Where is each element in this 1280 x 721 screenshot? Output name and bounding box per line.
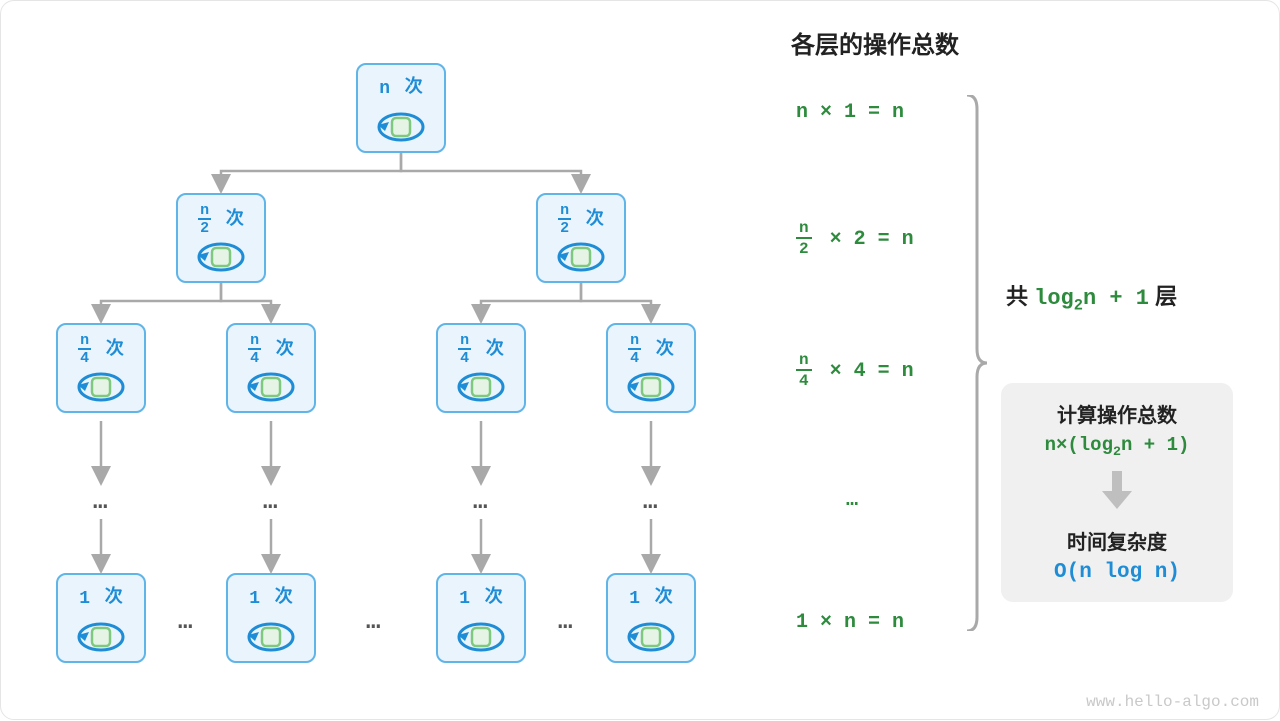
- layer-count-label: 共 log2n + 1 层: [1006, 279, 1177, 314]
- loop-icon: [72, 617, 130, 655]
- watermark: www.hello-algo.com: [1086, 693, 1259, 711]
- loop-icon: [372, 107, 430, 145]
- loop-icon: [622, 617, 680, 655]
- layer-equation: n4 × 4 = n: [796, 351, 914, 390]
- summary-box: 计算操作总数 n×(log2n + 1) 时间复杂度 O(n log n): [1001, 383, 1233, 602]
- node-label: n2 次: [538, 203, 624, 236]
- node-label: n2 次: [178, 203, 264, 236]
- node-label: 1 次: [438, 589, 524, 608]
- layer-equation: n × 1 = n: [796, 101, 904, 124]
- ellipsis: …: [178, 609, 194, 636]
- tree-node: 1 次: [436, 573, 526, 663]
- loop-icon: [242, 617, 300, 655]
- layer-equation: 1 × n = n: [796, 611, 904, 634]
- tree-node: n2 次: [536, 193, 626, 283]
- loop-icon: [242, 367, 300, 405]
- loop-icon: [452, 367, 510, 405]
- loop-icon: [192, 237, 250, 275]
- loop-icon: [552, 237, 610, 275]
- down-arrow-icon: [1100, 469, 1134, 511]
- box-formula-1: n×(log2n + 1): [1019, 434, 1215, 459]
- tree-node: n2 次: [176, 193, 266, 283]
- layer-equation: n2 × 2 = n: [796, 219, 914, 258]
- tree-node: n4 次: [436, 323, 526, 413]
- box-title-2: 时间复杂度: [1019, 526, 1215, 555]
- ellipsis: …: [366, 609, 382, 636]
- diagram-title: 各层的操作总数: [791, 25, 959, 60]
- tree-node: n4 次: [226, 323, 316, 413]
- tree-node: n4 次: [56, 323, 146, 413]
- ellipsis: …: [558, 609, 574, 636]
- node-label: 1 次: [58, 589, 144, 608]
- node-label: 1 次: [608, 589, 694, 608]
- tree-node: 1 次: [226, 573, 316, 663]
- box-title-1: 计算操作总数: [1019, 399, 1215, 428]
- ellipsis: …: [473, 489, 489, 516]
- ellipsis: …: [643, 489, 659, 516]
- ellipsis: …: [93, 489, 109, 516]
- loop-icon: [452, 617, 510, 655]
- node-label: n 次: [358, 79, 444, 98]
- box-formula-2: O(n log n): [1019, 561, 1215, 584]
- loop-icon: [622, 367, 680, 405]
- ellipsis: …: [263, 489, 279, 516]
- node-label: n4 次: [58, 333, 144, 366]
- tree-node: n 次: [356, 63, 446, 153]
- curly-brace: [961, 95, 991, 631]
- node-label: n4 次: [438, 333, 524, 366]
- tree-node: 1 次: [606, 573, 696, 663]
- tree-node: 1 次: [56, 573, 146, 663]
- tree-node: n4 次: [606, 323, 696, 413]
- node-label: n4 次: [228, 333, 314, 366]
- layer-equation: …: [846, 489, 858, 512]
- loop-icon: [72, 367, 130, 405]
- node-label: n4 次: [608, 333, 694, 366]
- node-label: 1 次: [228, 589, 314, 608]
